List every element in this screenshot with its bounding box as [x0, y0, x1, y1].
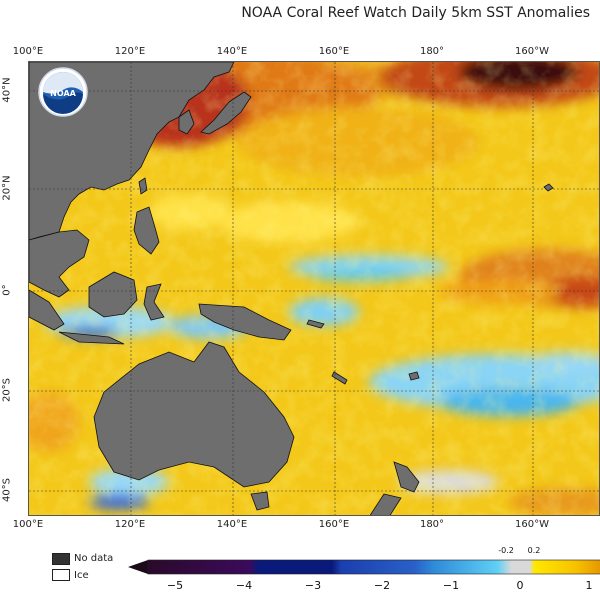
- lon-label-bottom: 160°W: [515, 519, 549, 530]
- colorbar-minor-tick: -0.2: [498, 546, 514, 555]
- lon-label-bottom: 140°E: [216, 519, 248, 530]
- colorbar-tick: 1: [585, 579, 593, 592]
- lat-label: 0°: [1, 284, 13, 296]
- colorbar-tick: −4: [235, 579, 253, 592]
- colorbar-tick: −3: [304, 579, 322, 592]
- graticule: [29, 62, 599, 515]
- new-zealand-south: [369, 493, 402, 515]
- sst-anomaly-map[interactable]: NOAA: [28, 61, 600, 516]
- colorbar-extend-arrow: [128, 560, 148, 574]
- new-caledonia: [331, 371, 348, 385]
- lat-label: 40°N: [1, 77, 13, 103]
- map-canvas: NOAA: [29, 62, 599, 515]
- lat-label: 40°S: [1, 477, 13, 503]
- colorbar: [128, 559, 600, 575]
- colorbar-tick: 0: [516, 579, 524, 592]
- noaa-logo: NOAA: [38, 67, 88, 117]
- colorbar-tick: −5: [166, 579, 184, 592]
- colorbar-tick: −1: [442, 579, 460, 592]
- borneo-island: [88, 271, 138, 318]
- no-data-swatch: [52, 553, 70, 565]
- colorbar-tick: −2: [373, 579, 391, 592]
- indochina-landmass: [29, 229, 90, 298]
- new-zealand-north: [393, 461, 420, 493]
- colorbar-minor-tick: 0.2: [527, 546, 541, 555]
- korea-peninsula: [178, 109, 195, 135]
- tasmania-island: [250, 491, 270, 511]
- ice-swatch: [52, 569, 70, 581]
- taiwan-island: [138, 177, 148, 195]
- sumatra-island: [29, 289, 65, 331]
- java-island: [58, 331, 125, 345]
- lon-label-top: 160°W: [515, 46, 549, 57]
- no-data-label: No data: [74, 553, 114, 564]
- australia-landmass: [93, 341, 295, 488]
- lon-label-top: 100°E: [12, 46, 44, 57]
- colorbar-ramp: [147, 559, 600, 575]
- lon-label-bottom: 160°E: [318, 519, 350, 530]
- lon-label-bottom: 100°E: [12, 519, 44, 530]
- fiji-islands: [408, 371, 420, 381]
- lon-label-top: 180°: [419, 46, 445, 57]
- lon-label-top: 160°E: [318, 46, 350, 57]
- japan-islands: [200, 91, 252, 135]
- new-guinea-island: [198, 303, 292, 341]
- lat-label: 20°S: [1, 377, 13, 403]
- solomon-islands: [306, 319, 325, 329]
- sulawesi-island: [143, 283, 165, 321]
- lon-label-top: 140°E: [216, 46, 248, 57]
- philippines-islands: [133, 206, 160, 255]
- logo-text: NOAA: [50, 89, 76, 98]
- lon-label-bottom: 120°E: [114, 519, 146, 530]
- ice-label: Ice: [74, 570, 89, 581]
- lon-label-bottom: 180°: [419, 519, 445, 530]
- lon-label-top: 120°E: [114, 46, 146, 57]
- lat-label: 20°N: [1, 175, 13, 201]
- map-title: NOAA Coral Reef Watch Daily 5km SST Anom…: [241, 5, 590, 21]
